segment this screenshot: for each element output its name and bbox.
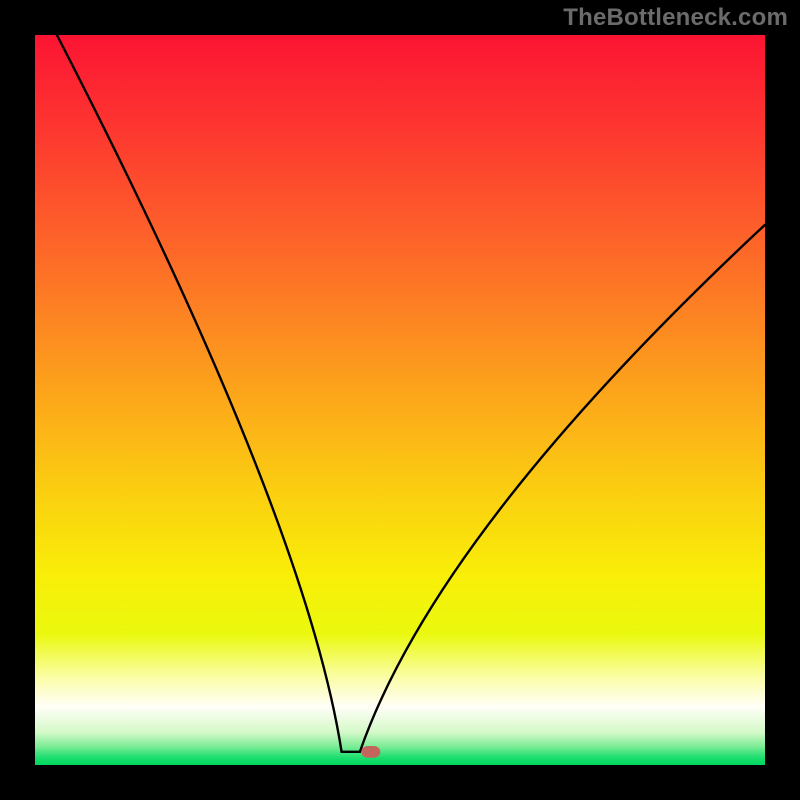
figure-outer: TheBottleneck.com bbox=[0, 0, 800, 800]
chart-svg bbox=[0, 0, 800, 800]
optimum-marker bbox=[361, 746, 380, 758]
watermark-text: TheBottleneck.com bbox=[563, 4, 788, 32]
plot-background bbox=[35, 35, 765, 765]
